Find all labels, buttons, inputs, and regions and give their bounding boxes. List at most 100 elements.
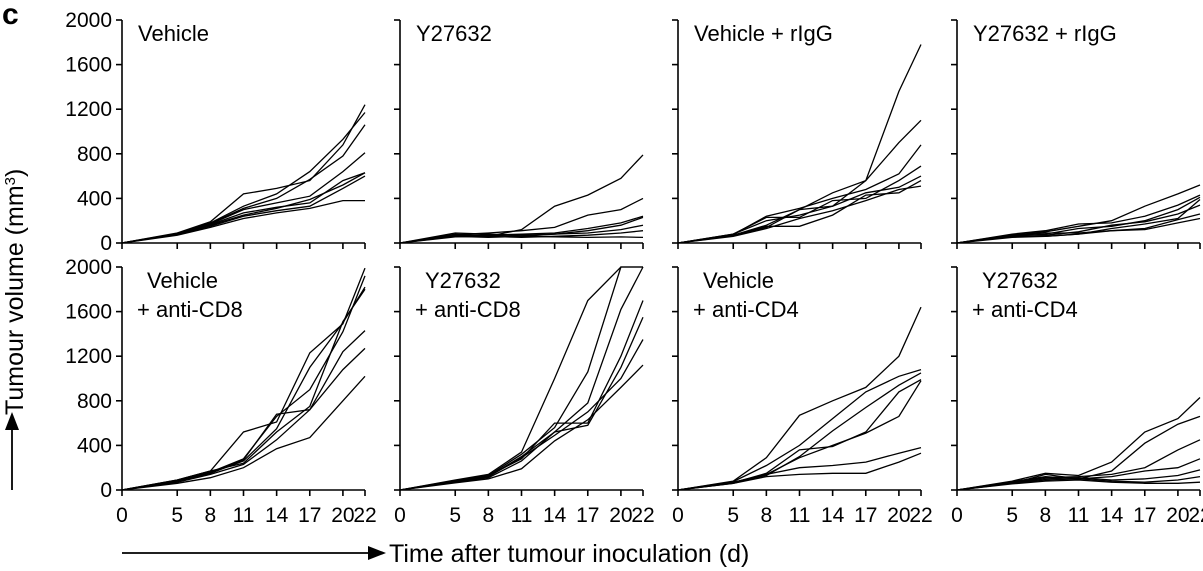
series-line [399,339,644,491]
x-tick-label: 22 [631,504,654,527]
series-line [677,452,922,491]
y-tick-label: 400 [77,187,112,210]
panel-title: Vehicle [138,21,209,46]
series-line [399,154,644,244]
x-tick-label: 11 [511,504,533,527]
panel-3: Vehicle + rIgG [672,19,922,249]
panel-title-line-2: + anti-CD8 [415,297,521,322]
series-line [677,185,922,244]
y-axis-label: Tumour volume (mm3) [1,169,29,415]
x-tick-label: 17 [576,504,599,527]
series-line [956,479,1201,491]
x-tick-label: 22 [353,504,376,527]
series-line [956,194,1201,244]
series-line [956,196,1201,244]
y-tick-label: 1200 [65,345,112,368]
y-tick-label: 400 [77,434,112,457]
panel-title: Y27632 + rIgG [973,21,1117,46]
x-tick-label: 22 [1188,504,1203,527]
series-line [121,330,366,491]
series-line [121,112,366,244]
series-line [121,375,366,491]
y-tick-label: 0 [100,232,112,255]
x-tick-label: 20 [887,504,910,527]
series-line [677,44,922,244]
series-line [677,446,922,491]
series-line [677,368,922,491]
x-tick-label: 8 [205,504,217,527]
x-tick-label: 11 [789,504,811,527]
series-line [956,199,1201,244]
series-line [677,180,922,244]
series-line [956,439,1201,491]
x-tick-label: 5 [727,504,739,527]
panel-title-line-1: Y27632 [425,268,501,293]
y-tick-label: 800 [77,390,112,413]
x-tick-label: 20 [331,504,354,527]
series-line [121,347,366,491]
series-line [677,306,922,491]
panel-title-line-2: + anti-CD4 [972,297,1078,322]
series-line [956,397,1201,491]
x-tick-label: 17 [1133,504,1156,527]
series-line [121,288,366,491]
series-line [399,197,644,244]
panel-letter: c [2,0,19,31]
y-tick-label: 2000 [65,256,112,279]
series-line [121,104,366,244]
y-tick-label: 1200 [65,98,112,121]
series-line [399,234,644,244]
panel-title-line-1: Vehicle [703,268,774,293]
panel-4: Y27632 + rIgG [951,19,1201,249]
x-tick-label: 0 [116,504,128,527]
series-line [677,165,922,244]
panel-title: Y27632 [416,21,492,46]
x-tick-label: 17 [854,504,877,527]
y-tick-label: 2000 [65,9,112,32]
panel-title-line-2: + anti-CD4 [693,297,799,322]
x-tick-label: 14 [1100,504,1124,527]
series-line [677,380,922,491]
panel-title: Vehicle + rIgG [694,21,833,46]
panel-1: 0 400 800 1200 1600 2000 Vehicle [65,9,366,255]
x-tick-label: 5 [171,504,183,527]
series-line [677,119,922,244]
series-line [121,199,365,244]
x-axis-arrowhead [368,546,386,560]
y-tick-label: 1600 [65,301,112,324]
x-tick-label: 17 [298,504,321,527]
panel-2: Y27632 [394,19,644,249]
x-tick-label: 11 [1068,504,1090,527]
x-tick-label: 0 [951,504,963,527]
series-line [399,316,644,491]
y-tick-label: 1600 [65,54,112,77]
x-tick-label: 5 [1006,504,1018,527]
x-axis-label-group: Time after tumour inoculation (d) [122,540,749,568]
x-axis-label: Time after tumour inoculation (d) [389,540,749,568]
x-tick-label: 20 [609,504,632,527]
x-tick-label: 0 [394,504,406,527]
y-axis-label-group: Tumour volume (mm3) [1,169,29,490]
x-tick-label: 11 [233,504,255,527]
x-tick-label: 8 [483,504,495,527]
series-line [677,372,922,491]
x-tick-label: 8 [1040,504,1052,527]
series-line [121,124,366,244]
x-tick-label: 8 [761,504,773,527]
x-tick-label: 0 [672,504,684,527]
series-line [121,172,366,244]
y-tick-label: 0 [100,479,112,502]
panel-title-line-2: + anti-CD8 [137,297,243,322]
series-line [677,175,922,244]
panel-title-line-1: Vehicle [147,268,218,293]
series-line [956,475,1201,491]
series-line [399,364,644,491]
series-line [121,175,366,244]
x-tick-label: 14 [821,504,845,527]
